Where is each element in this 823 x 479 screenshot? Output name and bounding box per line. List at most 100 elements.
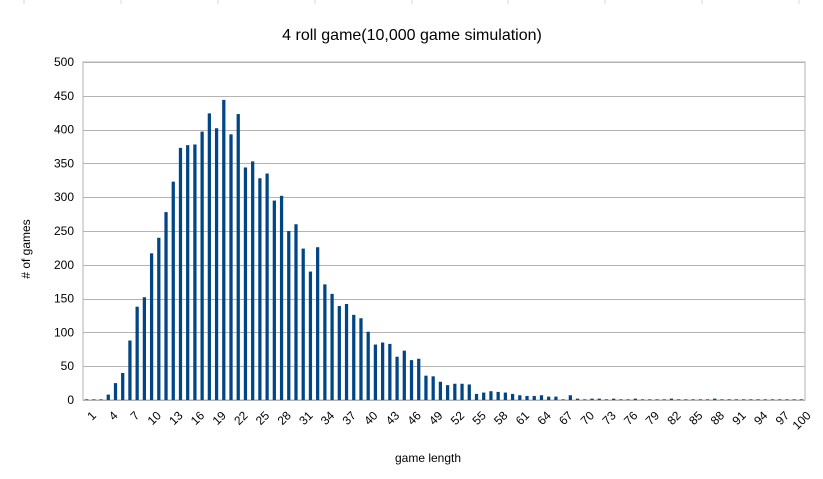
bar <box>684 399 688 400</box>
y-axis-title: # of games <box>19 219 33 278</box>
bar <box>489 391 493 400</box>
bar <box>417 358 421 400</box>
x-tick-label: 100 <box>790 408 814 432</box>
bar <box>445 385 450 400</box>
bar <box>604 399 609 400</box>
gridlines <box>83 62 805 401</box>
y-tick-label: 50 <box>61 359 75 373</box>
bar <box>756 399 760 400</box>
bar <box>770 399 775 400</box>
bar <box>222 99 226 400</box>
x-tick-label: 4 <box>106 408 121 423</box>
bar <box>121 372 125 400</box>
chart-title: 4 roll game(10,000 game simulation) <box>282 27 542 44</box>
bar <box>186 145 190 400</box>
y-tick-labels: 0 50 100 150 200 250 300 350 400 450 500 <box>54 55 74 407</box>
bar <box>503 392 507 400</box>
x-tick-label: 94 <box>751 408 771 428</box>
bar <box>243 167 248 400</box>
y-tick-label: 200 <box>54 258 74 272</box>
x-tick-label: 76 <box>621 408 641 428</box>
bar <box>424 375 428 400</box>
bar <box>402 350 406 400</box>
bar <box>135 306 139 400</box>
bar <box>525 395 529 400</box>
bar <box>99 399 103 400</box>
x-tick-label: 88 <box>708 408 728 428</box>
bar <box>330 293 334 400</box>
x-tick-label: 64 <box>534 408 554 428</box>
bar <box>720 399 724 400</box>
x-tick-label: 19 <box>210 408 230 428</box>
bar <box>453 383 457 400</box>
bar <box>778 399 782 400</box>
bar <box>272 200 276 400</box>
bar <box>409 360 414 400</box>
x-tick-label: 52 <box>448 408 468 428</box>
x-tick-label: 43 <box>383 408 403 428</box>
bar <box>626 399 630 400</box>
x-tick-label: 73 <box>599 408 619 428</box>
bar <box>532 395 536 400</box>
x-tick-label: 1 <box>84 408 99 423</box>
bar <box>193 144 197 400</box>
x-tick-label: 34 <box>318 408 338 428</box>
bar <box>438 381 443 400</box>
bar <box>691 399 695 400</box>
x-tick-label: 85 <box>686 408 706 428</box>
bar <box>640 399 645 400</box>
bar <box>316 247 320 400</box>
bar <box>554 396 558 400</box>
bar <box>698 399 702 400</box>
bar <box>287 231 291 400</box>
y-tick-label: 500 <box>54 55 74 69</box>
bar <box>575 398 580 400</box>
bar <box>742 399 746 400</box>
y-tick-label: 300 <box>54 190 74 204</box>
bar <box>547 396 551 400</box>
bar <box>619 399 623 400</box>
bar <box>539 395 544 400</box>
x-tick-label: 55 <box>469 408 489 428</box>
bar <box>381 342 385 400</box>
bar <box>229 134 233 400</box>
bar <box>178 147 183 400</box>
bar <box>482 392 486 400</box>
x-tick-label: 61 <box>513 408 533 428</box>
y-tick-label: 100 <box>54 325 74 339</box>
bar <box>265 173 269 400</box>
bar <box>568 395 572 400</box>
x-tick-label: 7 <box>128 408 143 423</box>
bar <box>460 383 464 400</box>
x-tick-label: 37 <box>340 408 360 428</box>
x-axis-title: game length <box>395 451 461 465</box>
bar <box>677 399 681 400</box>
bar <box>171 181 175 400</box>
bar <box>142 297 146 400</box>
bar <box>705 399 710 400</box>
x-tick-label: 97 <box>773 408 793 428</box>
bar <box>323 284 327 400</box>
bar <box>612 398 616 400</box>
bar <box>496 391 500 400</box>
bar <box>597 398 601 400</box>
bar <box>359 318 363 400</box>
bar <box>214 128 219 401</box>
bar <box>785 399 789 400</box>
bar <box>200 131 204 401</box>
x-tick-label: 31 <box>296 408 316 428</box>
y-tick-label: 250 <box>54 224 74 238</box>
bar <box>279 195 284 400</box>
bar <box>518 395 522 400</box>
x-tick-label: 22 <box>231 408 251 428</box>
bar <box>128 340 132 400</box>
bar <box>713 398 717 400</box>
bar <box>157 237 161 400</box>
x-tick-labels: 1 4 7 10 13 16 19 22 25 28 31 34 37 40 43 46 49 52 55 58 61 6… <box>84 408 814 432</box>
bar <box>583 399 587 400</box>
x-tick-label: 10 <box>145 408 165 428</box>
bar <box>352 314 356 400</box>
x-tick-label: 91 <box>729 408 749 428</box>
bar <box>792 399 796 400</box>
